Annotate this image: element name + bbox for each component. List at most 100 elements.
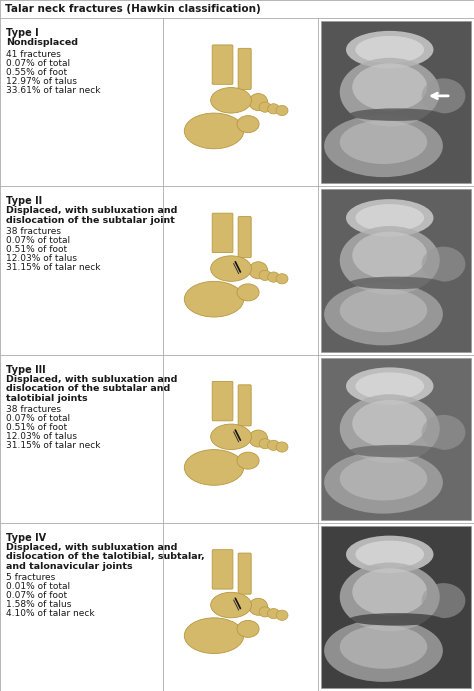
Text: 1.58% of talus: 1.58% of talus: [6, 600, 72, 609]
Ellipse shape: [324, 451, 443, 513]
Ellipse shape: [259, 270, 271, 281]
Ellipse shape: [422, 247, 465, 282]
Text: 31.15% of talar neck: 31.15% of talar neck: [6, 441, 100, 450]
Text: 0.07% of total: 0.07% of total: [6, 236, 70, 245]
Text: Type II: Type II: [6, 196, 42, 206]
Ellipse shape: [324, 619, 443, 682]
Ellipse shape: [352, 568, 427, 616]
Ellipse shape: [210, 88, 251, 113]
Ellipse shape: [268, 272, 280, 282]
Text: dislocation of the subtalar and: dislocation of the subtalar and: [6, 384, 170, 393]
Ellipse shape: [346, 199, 434, 236]
Text: Type III: Type III: [6, 364, 46, 375]
Ellipse shape: [249, 430, 268, 447]
Text: Nondisplaced: Nondisplaced: [6, 38, 78, 47]
Ellipse shape: [184, 618, 244, 654]
FancyBboxPatch shape: [238, 385, 251, 426]
Text: dislocation of the subtalar joint: dislocation of the subtalar joint: [6, 216, 175, 225]
FancyBboxPatch shape: [212, 45, 233, 84]
Text: Type IV: Type IV: [6, 533, 46, 542]
Text: talotibial joints: talotibial joints: [6, 393, 88, 402]
Ellipse shape: [249, 262, 268, 278]
Ellipse shape: [324, 115, 443, 177]
Ellipse shape: [349, 276, 443, 289]
Ellipse shape: [352, 231, 427, 279]
Text: Displaced, with subluxation and: Displaced, with subluxation and: [6, 542, 177, 551]
Ellipse shape: [356, 204, 424, 231]
Ellipse shape: [340, 562, 440, 632]
Text: 0.07% of total: 0.07% of total: [6, 414, 70, 423]
Ellipse shape: [422, 583, 465, 618]
Text: Talar neck fractures (Hawkin classification): Talar neck fractures (Hawkin classificat…: [5, 4, 261, 14]
Text: 0.51% of foot: 0.51% of foot: [6, 245, 67, 254]
Text: 0.55% of foot: 0.55% of foot: [6, 68, 67, 77]
Ellipse shape: [349, 108, 443, 121]
Ellipse shape: [352, 64, 427, 111]
Text: Type I: Type I: [6, 28, 38, 38]
Ellipse shape: [276, 274, 288, 284]
Ellipse shape: [340, 120, 427, 164]
FancyBboxPatch shape: [212, 214, 233, 253]
Ellipse shape: [210, 424, 251, 450]
Ellipse shape: [259, 439, 271, 448]
Text: 12.03% of talus: 12.03% of talus: [6, 432, 77, 441]
Ellipse shape: [237, 284, 259, 301]
Ellipse shape: [422, 415, 465, 450]
Ellipse shape: [422, 78, 465, 113]
Ellipse shape: [340, 226, 440, 295]
FancyBboxPatch shape: [238, 553, 251, 594]
Ellipse shape: [237, 115, 259, 133]
FancyBboxPatch shape: [212, 549, 233, 589]
Text: 31.15% of talar neck: 31.15% of talar neck: [6, 263, 100, 272]
Ellipse shape: [340, 58, 440, 126]
Text: 38 fractures: 38 fractures: [6, 227, 61, 236]
FancyBboxPatch shape: [238, 48, 251, 89]
Bar: [321, 357, 471, 520]
Ellipse shape: [340, 395, 440, 463]
Text: 12.03% of talus: 12.03% of talus: [6, 254, 77, 263]
Text: dislocation of the talotibial, subtalar,: dislocation of the talotibial, subtalar,: [6, 552, 205, 561]
Ellipse shape: [276, 610, 288, 621]
Bar: [321, 189, 471, 352]
Ellipse shape: [340, 457, 427, 500]
Text: 4.10% of talar neck: 4.10% of talar neck: [6, 609, 95, 618]
Text: 5 fractures: 5 fractures: [6, 574, 55, 583]
Ellipse shape: [346, 536, 434, 573]
Ellipse shape: [259, 607, 271, 617]
Bar: [321, 526, 471, 688]
Ellipse shape: [184, 281, 244, 317]
Ellipse shape: [249, 598, 268, 615]
Text: and talonavicular joints: and talonavicular joints: [6, 562, 133, 571]
Ellipse shape: [184, 113, 244, 149]
Ellipse shape: [356, 36, 424, 64]
Ellipse shape: [346, 368, 434, 405]
Ellipse shape: [340, 625, 427, 669]
Text: 12.97% of talus: 12.97% of talus: [6, 77, 77, 86]
Text: 0.07% of foot: 0.07% of foot: [6, 591, 67, 600]
FancyBboxPatch shape: [238, 216, 251, 258]
Text: 38 fractures: 38 fractures: [6, 405, 61, 414]
Ellipse shape: [276, 442, 288, 452]
Text: 41 fractures: 41 fractures: [6, 50, 61, 59]
Text: 0.07% of total: 0.07% of total: [6, 59, 70, 68]
Text: 0.51% of foot: 0.51% of foot: [6, 423, 67, 432]
Ellipse shape: [268, 440, 280, 451]
Ellipse shape: [268, 104, 280, 114]
Ellipse shape: [249, 93, 268, 111]
Ellipse shape: [349, 613, 443, 625]
Ellipse shape: [210, 592, 251, 618]
Ellipse shape: [237, 621, 259, 637]
Ellipse shape: [346, 31, 434, 68]
Text: Displaced, with subluxation and: Displaced, with subluxation and: [6, 375, 177, 384]
Ellipse shape: [356, 372, 424, 400]
Ellipse shape: [259, 102, 271, 112]
Ellipse shape: [268, 609, 280, 618]
Ellipse shape: [356, 540, 424, 568]
Ellipse shape: [352, 400, 427, 447]
Ellipse shape: [210, 256, 251, 281]
Bar: [321, 21, 471, 183]
Ellipse shape: [340, 289, 427, 332]
Ellipse shape: [276, 106, 288, 115]
Text: 33.61% of talar neck: 33.61% of talar neck: [6, 86, 100, 95]
Ellipse shape: [324, 283, 443, 346]
